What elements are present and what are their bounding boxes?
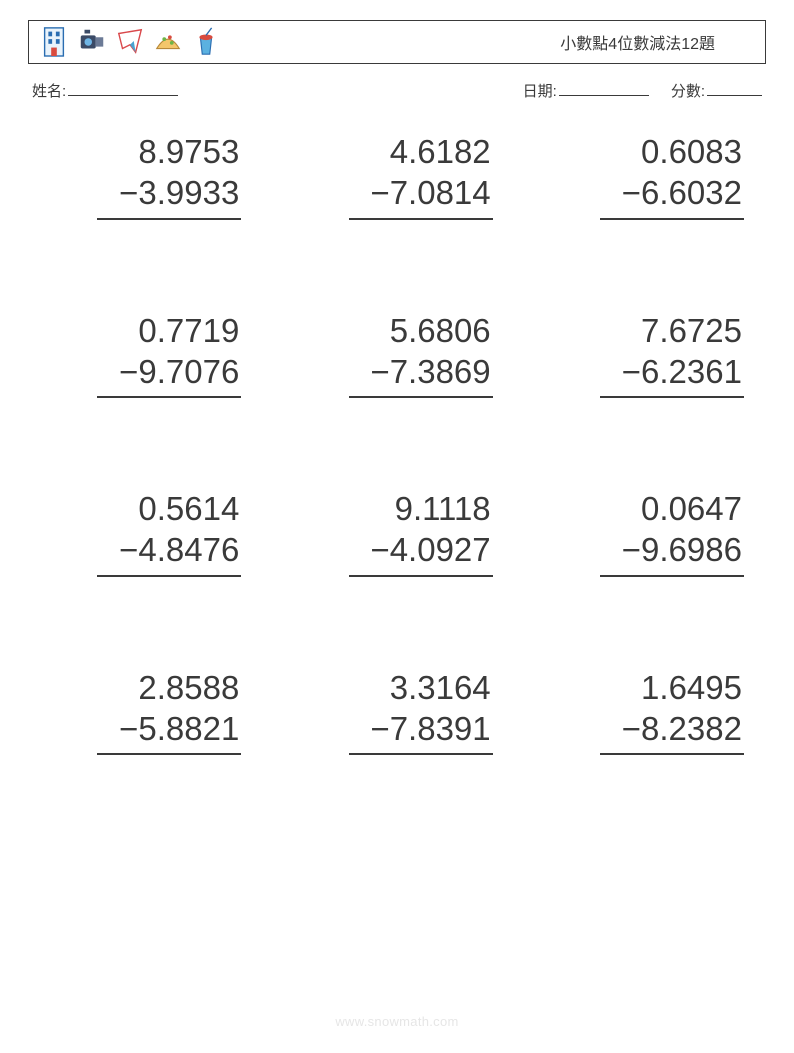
subtraction-problem: 0.0647−9.6986 — [553, 488, 744, 577]
minuend: 5.6806 — [390, 310, 493, 351]
subtraction-problem: 4.6182−7.0814 — [301, 131, 492, 220]
subtrahend: −6.2361 — [600, 351, 744, 398]
subtrahend: −7.0814 — [349, 172, 493, 219]
score-blank[interactable] — [707, 81, 762, 96]
subtrahend: −8.2382 — [600, 708, 744, 755]
score-label: 分數: — [671, 80, 705, 101]
paper-plane-icon — [115, 26, 145, 58]
header-icon-row — [39, 26, 221, 58]
worksheet-page: 小數點4位數減法12題 姓名: 日期: 分數: 8.9753−3.9933 4.6… — [0, 0, 794, 1053]
subtrahend: −4.8476 — [97, 529, 241, 576]
subtraction-problem: 9.1118−4.0927 — [301, 488, 492, 577]
problem-grid: 8.9753−3.99334.6182−7.08140.6083−6.60320… — [28, 131, 766, 755]
minuend: 8.9753 — [138, 131, 241, 172]
subtraction-problem: 5.6806−7.3869 — [301, 310, 492, 399]
minuend: 9.1118 — [395, 488, 493, 529]
name-blank[interactable] — [68, 81, 178, 96]
minuend: 0.6083 — [641, 131, 744, 172]
subtraction-problem: 2.8588−5.8821 — [50, 667, 241, 756]
minuend: 0.0647 — [641, 488, 744, 529]
subtrahend: −7.8391 — [349, 708, 493, 755]
subtraction-problem: 8.9753−3.9933 — [50, 131, 241, 220]
name-label: 姓名: — [32, 80, 66, 101]
subtrahend: −7.3869 — [349, 351, 493, 398]
subtrahend: −9.7076 — [97, 351, 241, 398]
meta-right: 日期: 分數: — [523, 80, 762, 101]
meta-row: 姓名: 日期: 分數: — [28, 80, 766, 101]
minuend: 7.6725 — [641, 310, 744, 351]
meta-left: 姓名: — [32, 80, 178, 101]
subtrahend: −3.9933 — [97, 172, 241, 219]
subtraction-problem: 0.5614−4.8476 — [50, 488, 241, 577]
subtrahend: −4.0927 — [349, 529, 493, 576]
minuend: 4.6182 — [390, 131, 493, 172]
subtrahend: −6.6032 — [600, 172, 744, 219]
minuend: 3.3164 — [390, 667, 493, 708]
header-box: 小數點4位數減法12題 — [28, 20, 766, 64]
minuend: 2.8588 — [138, 667, 241, 708]
minuend: 0.5614 — [138, 488, 241, 529]
date-label: 日期: — [523, 80, 557, 101]
building-icon — [39, 26, 69, 58]
worksheet-title: 小數點4位數減法12題 — [560, 30, 755, 54]
subtraction-problem: 0.6083−6.6032 — [553, 131, 744, 220]
date-blank[interactable] — [559, 81, 649, 96]
subtraction-problem: 1.6495−8.2382 — [553, 667, 744, 756]
camera-icon — [77, 26, 107, 58]
subtraction-problem: 0.7719−9.7076 — [50, 310, 241, 399]
subtrahend: −5.8821 — [97, 708, 241, 755]
subtrahend: −9.6986 — [600, 529, 744, 576]
drink-cup-icon — [191, 26, 221, 58]
subtraction-problem: 7.6725−6.2361 — [553, 310, 744, 399]
footer-url: www.snowmath.com — [0, 1014, 794, 1029]
minuend: 0.7719 — [138, 310, 241, 351]
minuend: 1.6495 — [641, 667, 744, 708]
subtraction-problem: 3.3164−7.8391 — [301, 667, 492, 756]
taco-icon — [153, 26, 183, 58]
